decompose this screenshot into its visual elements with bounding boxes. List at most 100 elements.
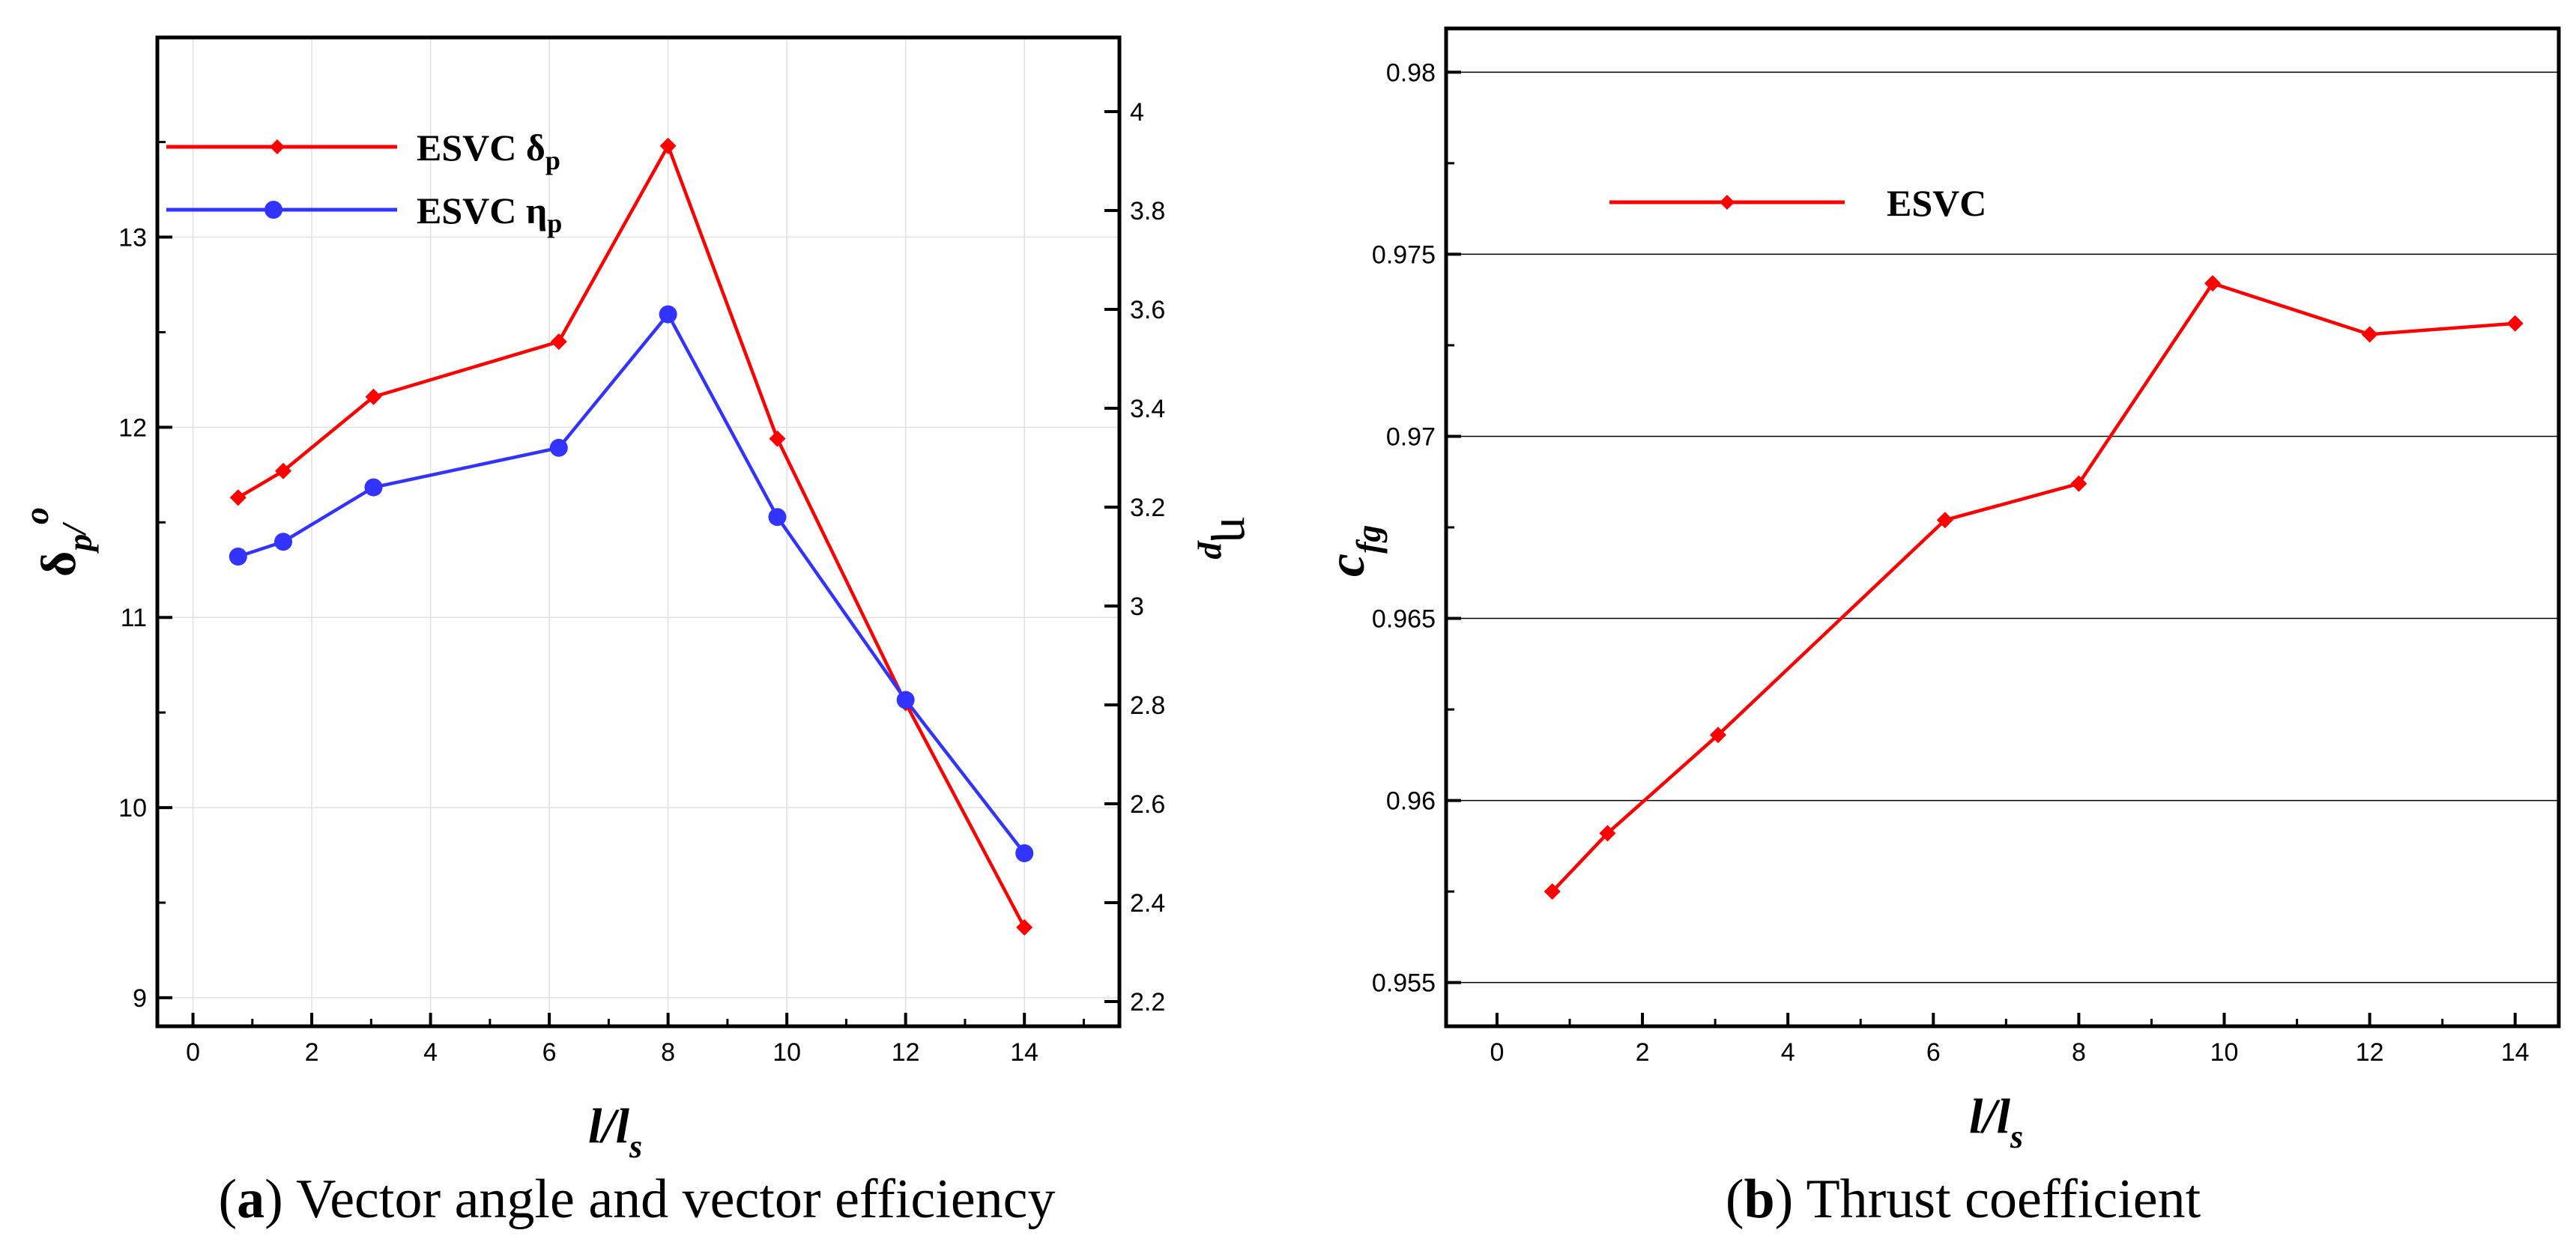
panel-a-y-right-tick-label: 2.6 [1130, 790, 1165, 819]
series-eta-point [364, 478, 383, 497]
panel-a-ylabel-left-sup: o [17, 507, 55, 524]
legend-marker-delta [270, 139, 285, 154]
series-delta-point [659, 137, 677, 154]
series-esvc-point [2506, 315, 2524, 332]
legend-label-eta: ESVC ηp [417, 190, 562, 238]
panel-b-x-tick-label: 6 [1926, 1038, 1941, 1067]
series-eta-point [659, 305, 677, 324]
panel-a-caption: (a) Vector angle and vector efficiency [218, 1169, 1055, 1230]
panel-b-y-tick-label: 0.975 [1372, 240, 1436, 269]
panel-b-x-tick-label: 12 [2356, 1038, 2384, 1067]
series-delta-point [365, 388, 382, 405]
panel-a-y-right-tick-label: 3 [1130, 593, 1144, 621]
panel-b-thrust-coefficient: 0 2 4 6 8 10 12 14 0.9550.960.9650.970.9750.98 … [1318, 26, 2561, 1230]
panel-b-x-ticks: 0 2 4 6 8 10 12 14 [1490, 1013, 2530, 1067]
panel-a-x-tick-label: 2 [305, 1038, 319, 1067]
panel-a-ylabel-right-sub: p [1197, 540, 1236, 560]
series-esvc-point [1544, 883, 1561, 900]
panel-a-y-right-axis-label: ηp [1197, 517, 1265, 560]
panel-a-x-tick-label: 6 [542, 1038, 557, 1067]
panel-a-x-tick-label: 4 [423, 1038, 438, 1067]
series-eta-point [896, 691, 915, 709]
panel-b-plot-frame [1444, 26, 2561, 1029]
panel-b-series [1544, 275, 2524, 900]
panel-b-x-tick-label: 10 [2210, 1038, 2239, 1067]
panel-b-y-ticks: 0.955 0.96 0.965 0.97 0.975 0.98 [1372, 58, 1461, 998]
panel-b-caption: (b) Thrust coefficient [1726, 1169, 2201, 1230]
series-esvc-point [1710, 727, 1726, 744]
panel-a-y-right-tick-label: 2.4 [1130, 889, 1165, 918]
series-delta-point [275, 462, 292, 479]
panel-b-x-tick-label: 0 [1490, 1038, 1504, 1067]
series-delta-point [550, 333, 567, 351]
series-delta-point [229, 489, 247, 506]
series-eta-point [1015, 844, 1034, 862]
panel-a-y-right-tick-label: 4 [1130, 98, 1144, 127]
series-esvc-point [1599, 825, 1616, 842]
series-eta-point [768, 508, 787, 527]
legend-marker-esvc [1720, 195, 1735, 210]
panel-b-xlabel-main: l/l [1969, 1089, 2011, 1144]
panel-b-y-axis-label: cfg [1318, 525, 1388, 577]
series-eta-line [238, 311, 1026, 855]
panel-a-y-left-axis-label: δp/o [17, 507, 99, 577]
panel-a-plot-frame [155, 35, 1122, 1029]
legend-eta-main: ESVC η [417, 190, 547, 231]
panel-a-x-axis-label: l/ls [588, 1099, 642, 1165]
series-eta-point [549, 438, 568, 457]
panel-a-ylabel-right-main: η [1210, 517, 1265, 543]
panel-a-y-right-ticks: 2.2 2.4 2.6 2.8 3 3.2 3.4 3.6 3.8 4 [1104, 98, 1165, 1017]
legend-eta-sub: p [547, 208, 562, 238]
series-esvc-line [1551, 281, 2515, 893]
panel-a-x-tick-label: 10 [773, 1038, 801, 1067]
panel-a-y-right-tick-label: 2.2 [1130, 988, 1165, 1017]
panel-a-y-left-tick-label: 11 [121, 604, 147, 632]
panel-b-y-tick-label: 0.965 [1372, 605, 1436, 634]
panel-a-y-left-tick-label: 10 [118, 794, 147, 823]
legend-label-delta: ESVC δp [417, 127, 560, 175]
series-esvc-point [1936, 512, 1953, 529]
panel-b-ylabel-sub: fg [1349, 525, 1388, 554]
panel-b-grid [1446, 71, 2559, 984]
panel-a-y-left-tick-label: 12 [118, 414, 147, 442]
legend-label-esvc: ESVC [1887, 182, 1986, 224]
panel-a-xlabel-main: l/l [588, 1099, 630, 1154]
panel-b-x-tick-label: 8 [2072, 1038, 2086, 1067]
panel-b-x-tick-label: 14 [2501, 1038, 2530, 1067]
panel-b-x-tick-label: 4 [1781, 1038, 1795, 1067]
panel-a-x-tick-label: 8 [661, 1038, 675, 1067]
panel-a-x-tick-label: 0 [186, 1038, 200, 1067]
series-eta-point [274, 533, 293, 551]
panel-a-legend: ESVC δp ESVC ηp [166, 127, 562, 238]
panel-a-x-ticks: 0 2 4 6 8 10 12 14 [186, 1013, 1085, 1067]
panel-a-y-left-ticks: 9 10 11 12 13 [118, 141, 172, 1013]
panel-b-xlabel-sub: s [2010, 1118, 2023, 1155]
panel-b-caption-text: Thrust coefficient [1806, 1169, 2201, 1230]
legend-marker-eta [264, 201, 282, 219]
series-eta-point [229, 548, 247, 566]
panel-b-x-axis-label: l/ls [1969, 1089, 2023, 1155]
panel-b-x-tick-label: 2 [1636, 1038, 1650, 1067]
panel-a-y-right-tick-label: 3.2 [1130, 494, 1165, 522]
panel-a-y-left-tick-label: 9 [133, 984, 147, 1013]
panel-b-caption-letter: b [1744, 1169, 1774, 1230]
legend-delta-sub: p [545, 145, 560, 175]
panel-b-y-tick-label: 0.97 [1386, 422, 1436, 451]
series-delta-point [1016, 919, 1033, 936]
panel-b-y-tick-label: 0.98 [1386, 58, 1436, 87]
series-esvc-point [2204, 275, 2221, 292]
panel-a-y-left-tick-label: 13 [118, 224, 147, 252]
series-esvc-point [2070, 475, 2087, 492]
panel-a-caption-letter: a [237, 1169, 264, 1230]
panel-a-x-tick-label: 12 [892, 1038, 920, 1067]
panel-a-x-tick-label: 14 [1010, 1038, 1038, 1067]
series-delta-line [237, 142, 1027, 929]
panel-a-ylabel-left-sub: p [61, 534, 99, 554]
panel-b-y-tick-label: 0.955 [1372, 969, 1436, 998]
panel-a-caption-text: Vector angle and vector efficiency [296, 1169, 1056, 1230]
legend-delta-main: ESVC δ [417, 127, 545, 169]
panel-a-y-right-tick-label: 3.8 [1130, 197, 1165, 225]
panel-b-ylabel-main: c [1318, 554, 1376, 577]
series-delta-point [769, 430, 786, 447]
